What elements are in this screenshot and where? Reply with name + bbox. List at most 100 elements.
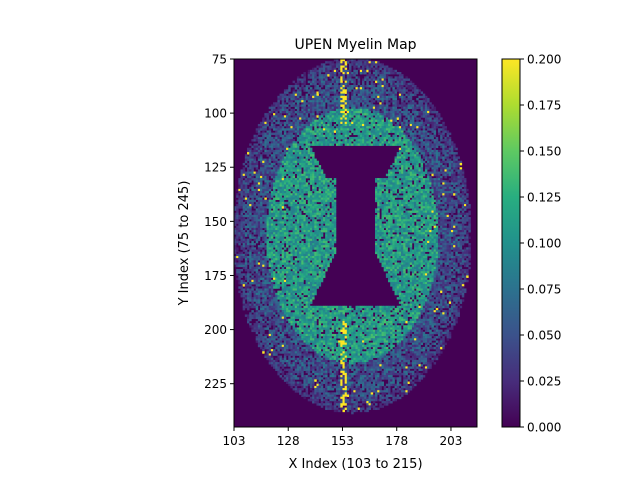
- heatmap-cell: [414, 197, 417, 200]
- heatmap-cell: [342, 132, 345, 136]
- heatmap-cell: [290, 178, 293, 181]
- heatmap-cell: [381, 182, 385, 185]
- heatmap-cell: [424, 182, 428, 185]
- heatmap-cell: [268, 113, 272, 116]
- heatmap-cell: [303, 71, 306, 75]
- heatmap-cell: [299, 188, 302, 192]
- heatmap-cell: [260, 210, 263, 213]
- heatmap-cell: [414, 89, 417, 92]
- heatmap-cell: [257, 123, 261, 127]
- heatmap-cell: [329, 117, 332, 120]
- heatmap-cell: [262, 178, 265, 181]
- heatmap-cell: [249, 149, 252, 153]
- heatmap-cell: [253, 219, 256, 222]
- heatmap-cell: [388, 193, 391, 196]
- heatmap-cell: [247, 175, 250, 179]
- heatmap-cell: [335, 91, 339, 94]
- heatmap-cell: [385, 104, 389, 107]
- heatmap-cell: [316, 119, 319, 123]
- heatmap-cell: [316, 93, 319, 97]
- heatmap-cell: [409, 143, 413, 146]
- heatmap-cell: [422, 182, 426, 185]
- heatmap-cell: [270, 121, 274, 125]
- heatmap-cell: [414, 195, 417, 198]
- heatmap-cell: [322, 197, 326, 200]
- heatmap-cell: [394, 191, 398, 194]
- heatmap-cell: [431, 152, 434, 155]
- heatmap-cell: [442, 214, 445, 218]
- heatmap-cell: [448, 221, 452, 224]
- heatmap-cell: [277, 178, 280, 181]
- heatmap-cell: [403, 204, 406, 207]
- heatmap-cell: [236, 217, 239, 220]
- heatmap-cell: [273, 223, 276, 226]
- heatmap-cell: [366, 87, 369, 90]
- heatmap-cell: [290, 212, 293, 216]
- heatmap-cell: [398, 134, 402, 138]
- heatmap-cell: [340, 76, 343, 79]
- heatmap-cell: [281, 219, 285, 222]
- heatmap-cell: [416, 212, 419, 216]
- heatmap-cell: [459, 175, 463, 179]
- heatmap-cell: [281, 104, 285, 107]
- heatmap-cell: [433, 217, 437, 220]
- heatmap-cell: [344, 130, 348, 133]
- heatmap-cell: [403, 195, 406, 198]
- heatmap-cell: [301, 223, 304, 226]
- heatmap-cell: [314, 78, 317, 81]
- heatmap-cell: [327, 61, 330, 64]
- heatmap-cell: [307, 141, 311, 144]
- heatmap-cell: [433, 130, 437, 133]
- heatmap-cell: [368, 71, 371, 75]
- heatmap-cell: [383, 108, 387, 112]
- heatmap-cell: [292, 154, 296, 157]
- heatmap-cell: [429, 199, 432, 203]
- heatmap-cell: [448, 210, 452, 213]
- heatmap-cell: [353, 80, 356, 84]
- heatmap-cell: [427, 182, 430, 185]
- heatmap-cell: [407, 195, 411, 198]
- heatmap-cell: [307, 134, 311, 138]
- heatmap-cell: [333, 180, 337, 183]
- heatmap-cell: [453, 221, 456, 224]
- heatmap-cell: [344, 132, 348, 136]
- heatmap-cell: [318, 134, 322, 138]
- heatmap-cell: [268, 173, 272, 177]
- heatmap-cell: [338, 113, 341, 116]
- heatmap-cell: [342, 106, 345, 110]
- heatmap-cell: [279, 195, 283, 198]
- heatmap-cell: [429, 156, 432, 159]
- heatmap-cell: [440, 214, 443, 218]
- heatmap-cell: [314, 178, 317, 181]
- heatmap-cell: [424, 171, 428, 175]
- heatmap-cell: [314, 199, 317, 203]
- heatmap-cell: [375, 195, 378, 198]
- heatmap-cell: [277, 219, 280, 222]
- heatmap-cell: [290, 180, 293, 183]
- heatmap-cell: [416, 206, 419, 209]
- heatmap-cell: [446, 214, 450, 218]
- heatmap-cell: [312, 74, 315, 77]
- heatmap-cell: [344, 139, 348, 142]
- heatmap-cell: [396, 78, 400, 81]
- heatmap-cell: [435, 219, 439, 222]
- heatmap-cell: [420, 201, 424, 205]
- heatmap-cell: [379, 199, 382, 203]
- heatmap-cell: [266, 225, 270, 229]
- heatmap-cell: [427, 123, 430, 127]
- heatmap-cell: [461, 184, 465, 188]
- heatmap-cell: [279, 152, 283, 155]
- heatmap-cell: [294, 141, 298, 144]
- heatmap-cell: [342, 121, 345, 125]
- heatmap-cell: [268, 188, 272, 192]
- heatmap-cell: [377, 95, 380, 99]
- heatmap-cell: [405, 82, 408, 86]
- heatmap-cell: [268, 201, 272, 205]
- heatmap-cell: [296, 91, 300, 94]
- heatmap-cell: [335, 126, 339, 129]
- heatmap-cell: [381, 136, 385, 140]
- heatmap-cell: [322, 119, 326, 123]
- heatmap-cell: [307, 143, 311, 146]
- heatmap-cell: [236, 214, 239, 218]
- heatmap-cell: [277, 193, 280, 196]
